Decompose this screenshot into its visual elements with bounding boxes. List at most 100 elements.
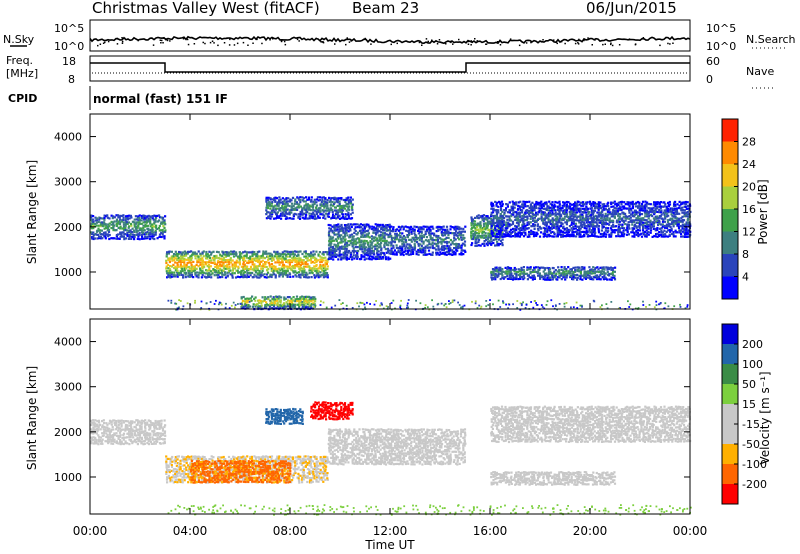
- scatter-cell: [316, 259, 320, 262]
- scatter-cell: [275, 255, 278, 258]
- scatter-cell: [654, 208, 657, 211]
- scatter-cell: [628, 215, 631, 218]
- scatter-cell: [645, 213, 648, 216]
- scatter-cell: [176, 257, 179, 260]
- scatter-cell: [227, 251, 230, 254]
- scatter-cell: [365, 257, 368, 260]
- scatter-cell: [591, 209, 595, 212]
- scatter-cell: [409, 244, 412, 247]
- scatter-cell: [281, 305, 284, 308]
- scatter-cell: [334, 206, 337, 209]
- scatter-cell: [588, 276, 591, 279]
- scatter-cell: [169, 257, 172, 260]
- scatter-cell: [583, 230, 586, 233]
- scatter-cell: [498, 268, 501, 271]
- scatter-cell: [463, 240, 467, 243]
- scatter-cell: [230, 250, 233, 253]
- scatter-cell: [222, 256, 226, 259]
- scatter-cell: [277, 259, 280, 262]
- scatter-cell: [288, 265, 291, 269]
- noise-search-point: [560, 40, 563, 43]
- noise-search-point: [116, 43, 119, 45]
- scatter-cell: [636, 229, 640, 232]
- scatter-cell: [683, 235, 686, 238]
- scatter-cell: [379, 244, 382, 247]
- scatter-cell: [141, 214, 144, 218]
- scatter-cell: [524, 212, 527, 215]
- scatter-cell: [133, 221, 136, 224]
- scatter-cell: [344, 255, 347, 258]
- scatter-cell: [137, 223, 140, 226]
- scatter-cell: [668, 203, 672, 206]
- scatter-cell: [248, 272, 251, 275]
- scatter-cell: [532, 207, 535, 210]
- scatter-cell: [515, 214, 518, 217]
- scatter-cell: [206, 255, 209, 258]
- scatter-cell: [490, 219, 493, 222]
- scatter-cell: [470, 224, 473, 227]
- scatter-cell: [649, 209, 652, 212]
- scatter-cell: [392, 226, 395, 229]
- scatter-cell: [319, 271, 322, 274]
- scatter-cell: [371, 250, 374, 253]
- scatter-cell: [186, 261, 189, 265]
- scatter-cell: [351, 244, 354, 247]
- scatter-cell: [543, 219, 546, 222]
- scatter-cell: [242, 258, 245, 261]
- scatter-cell: [658, 231, 661, 234]
- ground-scatter-cell: [519, 302, 522, 305]
- scatter-cell: [200, 276, 203, 279]
- scatter-cell: [329, 208, 332, 212]
- scatter-cell: [642, 231, 645, 234]
- scatter-cell: [219, 268, 222, 271]
- scatter-cell: [562, 274, 565, 277]
- scatter-cell: [349, 213, 352, 216]
- scatter-cell: [190, 269, 193, 272]
- scatter-cell: [517, 268, 520, 271]
- scatter-cell: [383, 225, 386, 228]
- scatter-cell: [462, 234, 465, 237]
- scatter-cell: [267, 268, 270, 271]
- scatter-cell: [205, 250, 208, 254]
- scatter-cell: [154, 229, 157, 232]
- noise-right-tick-top: 10^5: [706, 22, 736, 35]
- scatter-cell: [369, 245, 372, 248]
- ground-scatter-cell: [457, 301, 459, 304]
- scatter-cell: [592, 220, 595, 224]
- scatter-cell: [611, 201, 614, 204]
- scatter-cell: [491, 277, 495, 281]
- scatter-cell: [440, 238, 443, 241]
- scatter-cell: [330, 203, 333, 206]
- scatter-cell: [307, 253, 311, 256]
- scatter-cell: [185, 263, 188, 267]
- scatter-cell: [612, 215, 615, 218]
- scatter-cell: [449, 243, 453, 246]
- date-label: 06/Jun/2015: [586, 0, 677, 17]
- scatter-cell: [586, 201, 589, 204]
- scatter-cell: [183, 259, 186, 262]
- scatter-cell: [677, 223, 680, 226]
- scatter-cell: [271, 307, 274, 310]
- scatter-cell: [409, 253, 413, 256]
- scatter-cell: [349, 255, 352, 258]
- scatter-cell: [610, 202, 613, 205]
- scatter-cell: [536, 203, 540, 206]
- scatter-cell: [499, 201, 502, 204]
- scatter-cell: [202, 271, 205, 274]
- scatter-cell: [685, 229, 688, 232]
- scatter-cell: [160, 216, 163, 219]
- scatter-cell: [357, 249, 360, 253]
- scatter-cell: [431, 238, 434, 241]
- scatter-cell: [265, 196, 268, 199]
- scatter-cell: [142, 216, 145, 219]
- scatter-cell: [299, 215, 302, 218]
- scatter-cell: [547, 215, 550, 218]
- scatter-cell: [653, 221, 656, 224]
- noise-search-point: [578, 38, 580, 41]
- scatter-cell: [299, 269, 302, 272]
- scatter-cell: [529, 203, 532, 206]
- scatter-cell: [641, 200, 645, 203]
- scatter-cell: [495, 215, 498, 218]
- scatter-cell: [552, 267, 555, 270]
- scatter-cell: [269, 211, 272, 214]
